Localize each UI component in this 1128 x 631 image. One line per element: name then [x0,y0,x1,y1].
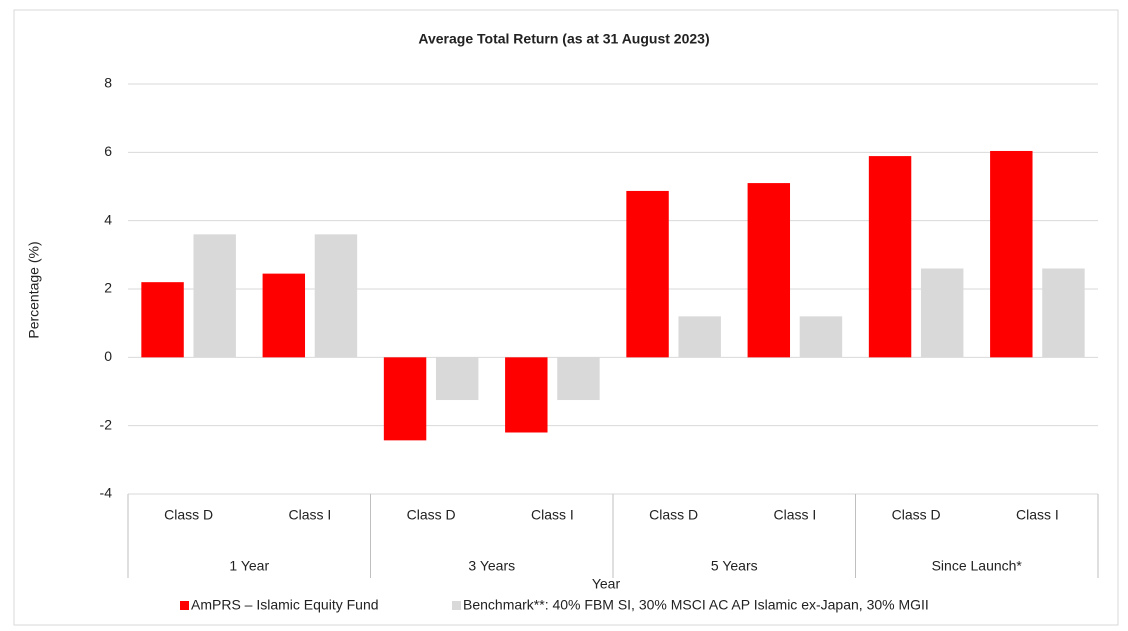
y-tick-label: 0 [104,348,112,364]
y-tick-label: 6 [104,143,112,159]
bar [868,156,912,358]
group-label: 3 Years [468,558,515,574]
legend-swatch [452,601,461,610]
y-tick-label: 2 [104,280,112,296]
legend-swatch [180,601,189,610]
y-tick-label: 8 [104,75,112,91]
bar [193,234,236,358]
x-tick-label: Class D [164,507,213,523]
x-tick-label: Class D [649,507,698,523]
bar [626,190,669,358]
bar [678,316,721,358]
x-tick-label: Class D [892,507,941,523]
bar [383,357,427,441]
bar [747,183,791,358]
y-tick-label: 4 [104,211,112,227]
legend-label: AmPRS – Islamic Equity Fund [191,597,379,613]
bar [799,316,843,358]
x-tick-label: Class I [1016,507,1059,523]
bar [920,268,964,358]
bar [505,357,548,433]
bar [435,357,479,401]
x-tick-label: Class I [531,507,574,523]
y-axis-label: Percentage (%) [26,241,42,338]
x-tick-label: Class D [407,507,456,523]
y-tick-label: -4 [100,485,113,501]
bar [557,357,600,401]
bar [990,150,1033,358]
bar [262,273,306,358]
x-tick-label: Class I [773,507,816,523]
chart-title: Average Total Return (as at 31 August 20… [418,31,709,47]
bar [141,282,184,358]
group-label: 1 Year [229,558,269,574]
x-axis-label: Year [592,576,621,592]
group-label: Since Launch* [932,558,1023,574]
bar [1042,268,1085,358]
legend-label: Benchmark**: 40% FBM SI, 30% MSCI AC AP … [463,597,929,613]
x-tick-label: Class I [288,507,331,523]
group-label: 5 Years [711,558,758,574]
y-tick-label: -2 [100,416,113,432]
bar [314,234,358,358]
